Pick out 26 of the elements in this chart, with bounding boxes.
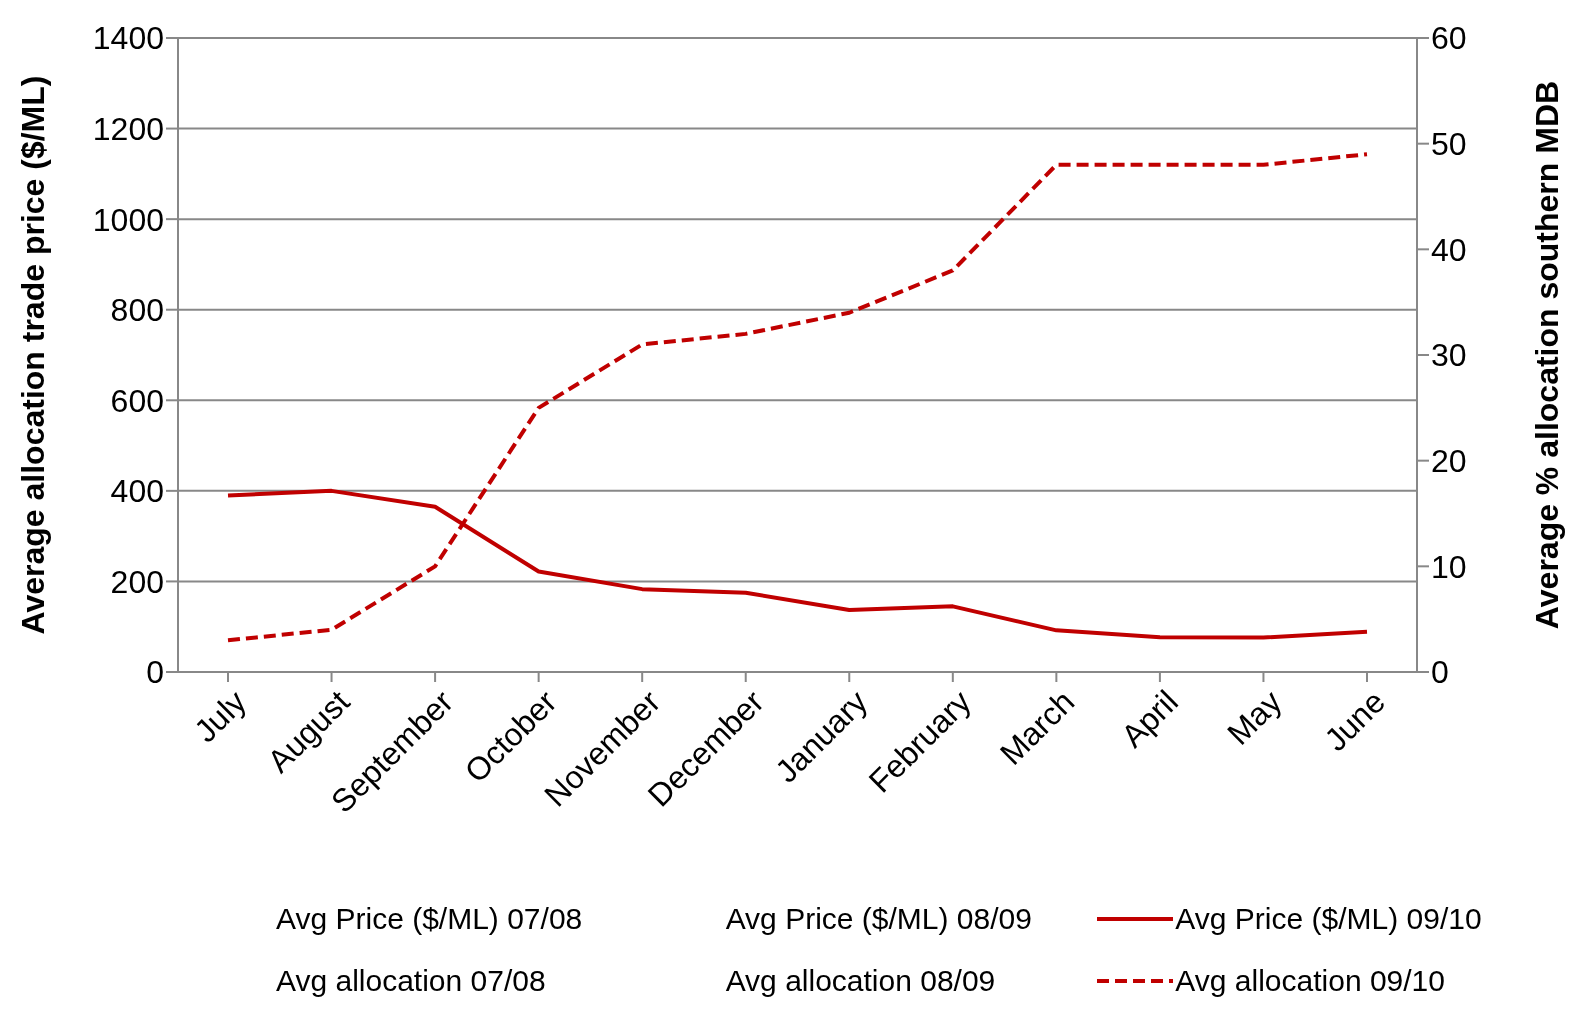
x-tick-label: July [187,683,253,750]
y-axis-title: Average allocation trade price ($/ML) [15,75,52,635]
y-tick-label: 1200 [92,110,164,147]
y2-tick-label: 40 [1431,231,1467,268]
y-tick-label: 800 [110,292,164,329]
y-tick-label: 600 [110,382,164,419]
y2-tick-label: 20 [1431,443,1467,480]
y2-tick-label: 50 [1431,126,1467,163]
y-tick-label: 0 [146,654,164,691]
y-tick-label: 200 [110,563,164,600]
y2-tick-label: 60 [1431,20,1467,57]
text: Avg Price ($/ML) 08/09 [725,902,1032,936]
line-series [226,152,1369,643]
y2-tick-label: 10 [1431,548,1467,585]
text: Avg allocation 08/09 [725,964,996,998]
y2-axis-title: Average % allocation southern MDB [1529,80,1566,630]
y-tick-label: 1000 [92,201,164,238]
y-tick-label: 400 [110,473,164,510]
y2-tick-label: 30 [1431,337,1467,374]
legend-label: Avg allocation 09/10 [1175,964,1445,998]
y-tick-label: 1400 [92,20,164,57]
legend-label: Avg Price ($/ML) 09/10 [1175,902,1482,936]
text: Avg allocation 07/08 [276,964,546,998]
text: Avg Price ($/ML) 07/08 [276,902,583,936]
x-tick-label: May [1220,683,1289,752]
y2-tick-label: 0 [1431,654,1449,691]
